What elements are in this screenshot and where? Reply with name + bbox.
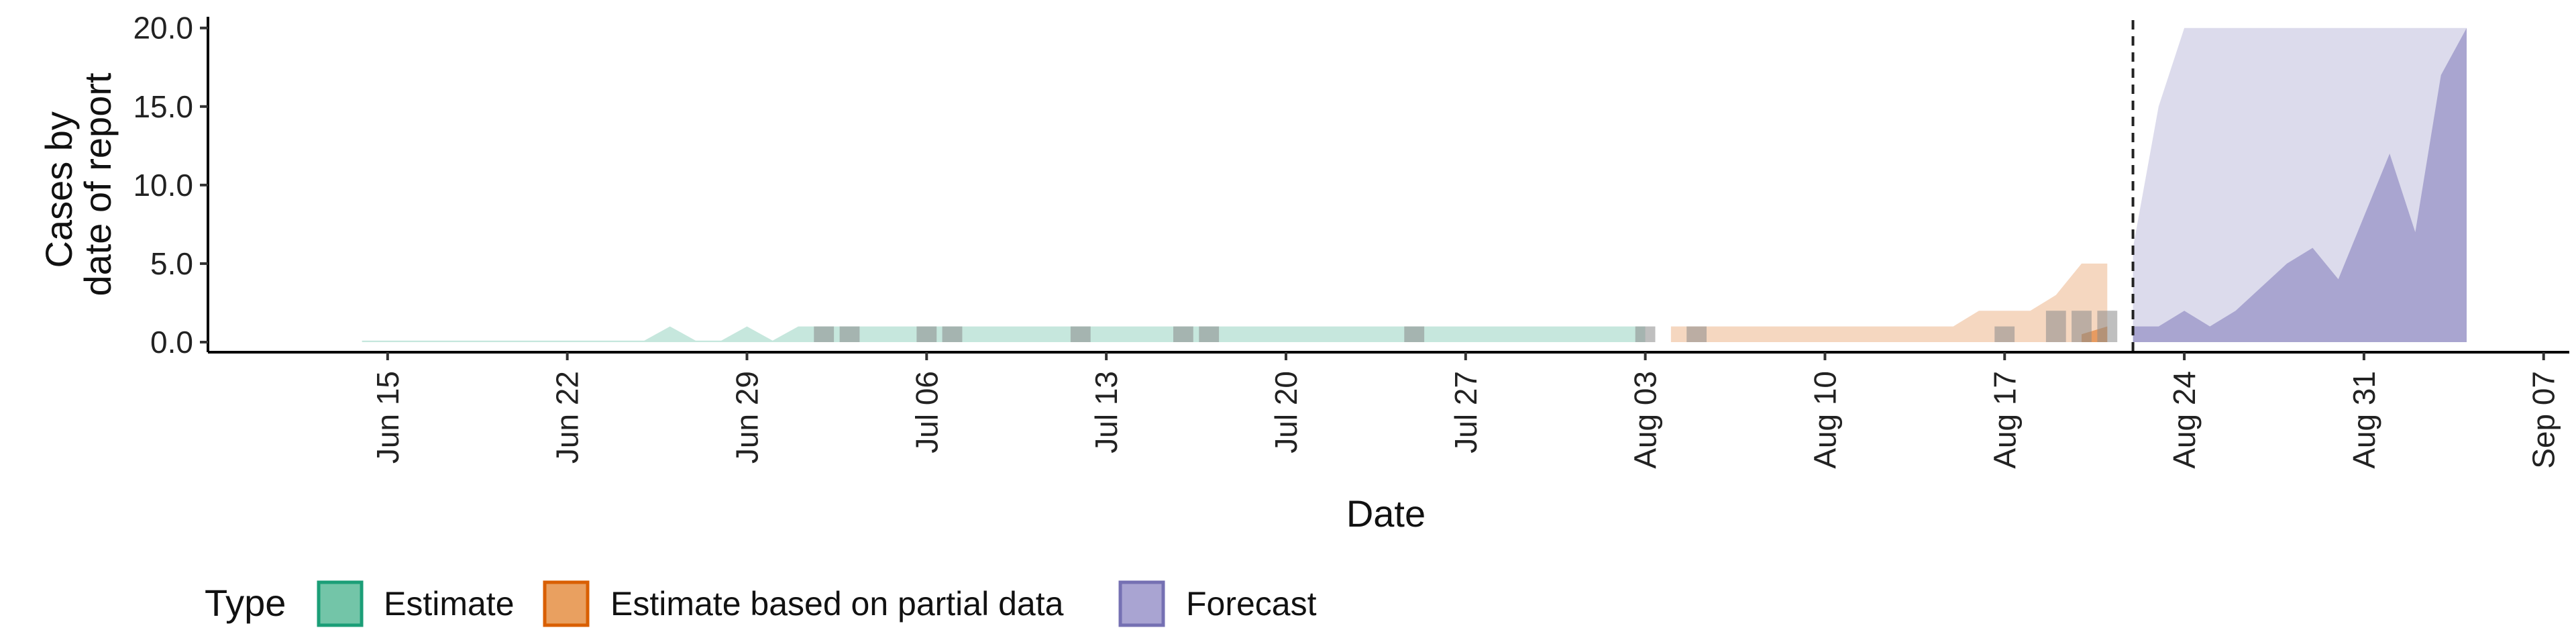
y-tick-label: 20.0 bbox=[133, 11, 193, 46]
reported-case-bar bbox=[916, 326, 937, 342]
x-tick-label: Sep 07 bbox=[2526, 371, 2561, 469]
y-axis-title-line-1: Cases by bbox=[38, 111, 80, 268]
y-axis-title: Cases by date of report bbox=[38, 72, 119, 297]
x-tick-label: Jun 29 bbox=[729, 371, 764, 464]
legend-label-forecast: Forecast bbox=[1186, 585, 1317, 623]
axes: 0.0 5.0 10.0 15.0 20.0 Jun 15 Jun 22 Jun 29 Jul … bbox=[133, 11, 2569, 469]
band-inner-forecast bbox=[2133, 28, 2467, 342]
reported-cases-points bbox=[814, 311, 2118, 342]
reported-case-bar bbox=[2072, 311, 2092, 342]
reported-case-bar bbox=[1199, 326, 1220, 342]
reported-case-bar bbox=[942, 326, 963, 342]
plot-bands bbox=[362, 28, 2467, 342]
x-tick-label: Jul 06 bbox=[909, 371, 944, 453]
reported-case-bar bbox=[839, 326, 860, 342]
x-tick-label: Aug 17 bbox=[1987, 371, 2022, 469]
reported-case-bar bbox=[1404, 326, 1425, 342]
x-tick-label: Aug 10 bbox=[1807, 371, 1842, 469]
x-tick-label: Jul 20 bbox=[1269, 371, 1303, 453]
reported-case-bar bbox=[2045, 311, 2066, 342]
reported-case-bar bbox=[1994, 326, 2015, 342]
y-tick-label: 0.0 bbox=[150, 325, 193, 360]
y-tick-label: 10.0 bbox=[133, 168, 193, 203]
x-tick-label: Aug 24 bbox=[2167, 371, 2202, 469]
reported-case-bar bbox=[2097, 311, 2118, 342]
legend-label-estimate: Estimate bbox=[384, 585, 515, 623]
x-tick-label: Aug 31 bbox=[2347, 371, 2381, 469]
y-axis-title-line-2: date of report bbox=[76, 72, 119, 297]
band-outer-estimate bbox=[362, 326, 1646, 342]
y-tick-label: 5.0 bbox=[150, 246, 193, 281]
legend: Type Estimate Estimate based on partial … bbox=[205, 580, 1317, 627]
reported-case-bar bbox=[814, 326, 835, 342]
band-outer-estimate-based-on-partial-data bbox=[1670, 263, 2108, 342]
x-tick-label: Aug 03 bbox=[1628, 371, 1663, 469]
legend-label-partial: Estimate based on partial data bbox=[610, 585, 1064, 623]
reported-case-bar bbox=[1686, 326, 1707, 342]
legend-key-forecast bbox=[1118, 580, 1165, 627]
x-tick-label: Jun 22 bbox=[550, 371, 585, 464]
reported-case-bar bbox=[1173, 326, 1193, 342]
x-tick-label: Jul 27 bbox=[1448, 371, 1483, 453]
legend-key-estimate bbox=[317, 580, 364, 627]
legend-title: Type bbox=[205, 582, 286, 624]
x-axis-title: Date bbox=[1346, 492, 1426, 535]
reported-case-bar bbox=[1070, 326, 1091, 342]
x-tick-label: Jul 13 bbox=[1089, 371, 1124, 453]
x-tick-label: Jun 15 bbox=[370, 371, 405, 464]
reported-case-bar bbox=[1635, 326, 1656, 342]
legend-key-partial bbox=[543, 580, 590, 627]
y-tick-label: 15.0 bbox=[133, 89, 193, 124]
